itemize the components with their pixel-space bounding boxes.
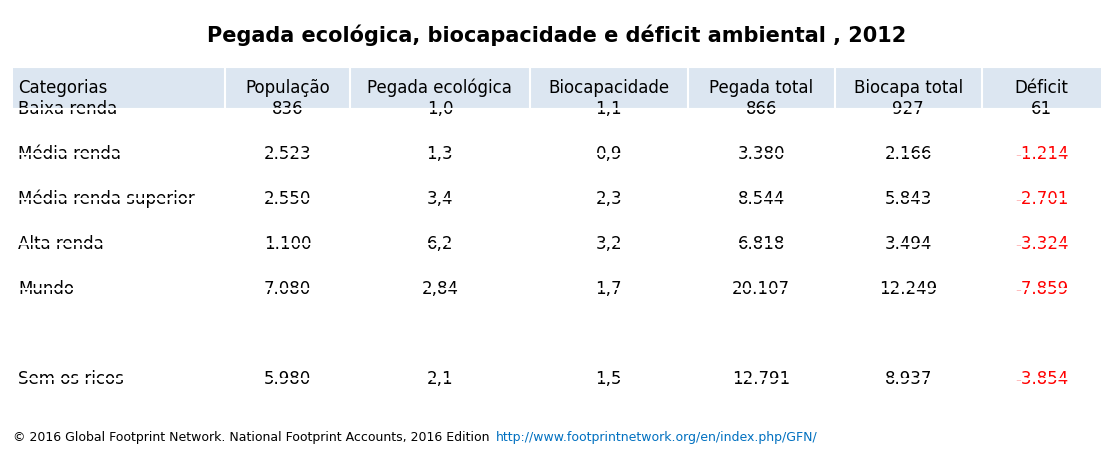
FancyBboxPatch shape — [12, 67, 1102, 109]
Text: -2.701: -2.701 — [1015, 190, 1068, 208]
Text: 927: 927 — [892, 100, 924, 118]
Text: 836: 836 — [272, 100, 303, 118]
Text: Categorias: Categorias — [18, 79, 107, 97]
Text: 2,84: 2,84 — [421, 280, 459, 298]
Text: 1.100: 1.100 — [264, 235, 311, 253]
Text: -3.854: -3.854 — [1015, 370, 1068, 388]
Text: 20.107: 20.107 — [732, 280, 790, 298]
Text: Baixa renda: Baixa renda — [18, 100, 117, 118]
Text: 2,3: 2,3 — [595, 190, 622, 208]
Text: Déficit: Déficit — [1015, 79, 1068, 97]
Text: Média renda: Média renda — [18, 145, 121, 163]
Text: 5.980: 5.980 — [264, 370, 311, 388]
Text: Biocapacidade: Biocapacidade — [548, 79, 670, 97]
Text: 0,9: 0,9 — [596, 145, 622, 163]
Text: 3,4: 3,4 — [427, 190, 453, 208]
Text: 1,1: 1,1 — [595, 100, 622, 118]
Text: 8.544: 8.544 — [737, 190, 784, 208]
Text: 3,2: 3,2 — [595, 235, 622, 253]
Text: 8.937: 8.937 — [885, 370, 932, 388]
Text: Alta renda: Alta renda — [18, 235, 104, 253]
Text: 2,1: 2,1 — [427, 370, 453, 388]
Text: 6,2: 6,2 — [427, 235, 453, 253]
Text: 12.249: 12.249 — [879, 280, 937, 298]
Text: 7.080: 7.080 — [264, 280, 311, 298]
Text: Pegada total: Pegada total — [710, 79, 813, 97]
Text: -1.214: -1.214 — [1015, 145, 1068, 163]
Text: 1,7: 1,7 — [596, 280, 622, 298]
Text: Sem os ricos: Sem os ricos — [18, 370, 124, 388]
Text: 6.818: 6.818 — [737, 235, 785, 253]
Text: Pegada ecológica: Pegada ecológica — [368, 79, 512, 97]
Text: 866: 866 — [745, 100, 776, 118]
Text: -7.859: -7.859 — [1015, 280, 1068, 298]
Text: 2.523: 2.523 — [264, 145, 311, 163]
Text: © 2016 Global Footprint Network. National Footprint Accounts, 2016 Edition: © 2016 Global Footprint Network. Nationa… — [12, 431, 494, 444]
Text: 1,3: 1,3 — [427, 145, 453, 163]
Text: 2.166: 2.166 — [885, 145, 932, 163]
Text: Biocapa total: Biocapa total — [853, 79, 962, 97]
Text: 3.380: 3.380 — [737, 145, 785, 163]
Text: 2.550: 2.550 — [264, 190, 311, 208]
Text: 5.843: 5.843 — [885, 190, 932, 208]
Text: 12.791: 12.791 — [732, 370, 790, 388]
Text: 3.494: 3.494 — [885, 235, 932, 253]
Text: -3.324: -3.324 — [1015, 235, 1068, 253]
Text: Mundo: Mundo — [18, 280, 74, 298]
Text: 1,5: 1,5 — [596, 370, 622, 388]
Text: Média renda superior: Média renda superior — [18, 190, 195, 208]
Text: 1,0: 1,0 — [427, 100, 453, 118]
Text: 61: 61 — [1032, 100, 1052, 118]
Text: População: População — [245, 79, 330, 97]
Text: http://www.footprintnetwork.org/en/index.php/GFN/: http://www.footprintnetwork.org/en/index… — [496, 431, 818, 444]
Text: Pegada ecológica, biocapacidade e déficit ambiental , 2012: Pegada ecológica, biocapacidade e défici… — [207, 24, 907, 46]
